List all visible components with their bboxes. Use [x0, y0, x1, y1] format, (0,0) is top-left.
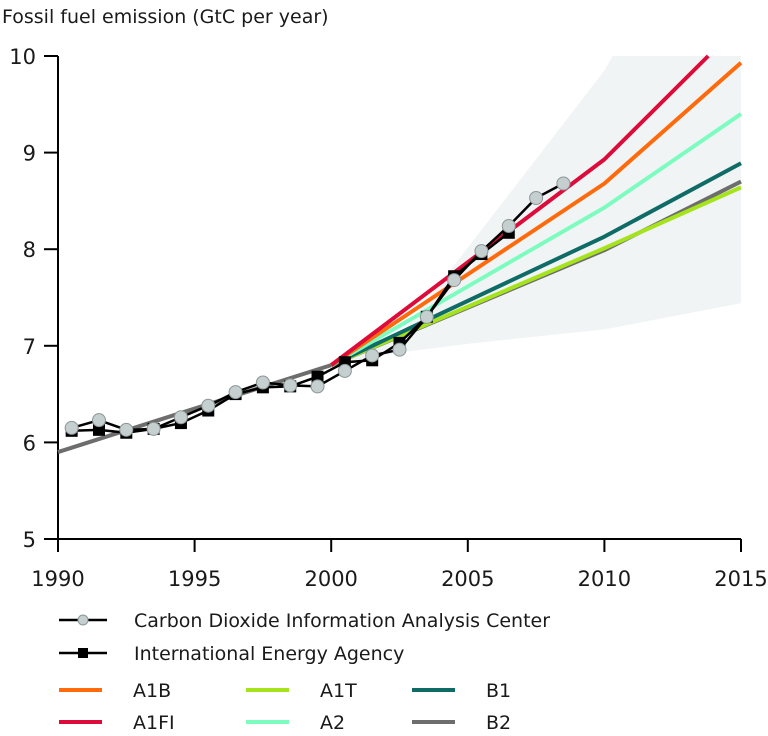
- data-point-cdiac: [556, 176, 571, 191]
- legend-label: A2: [320, 712, 345, 734]
- legend-marker-circle: [77, 614, 89, 626]
- legend-item-iea: International Energy Agency: [59, 643, 404, 665]
- data-point-cdiac: [474, 244, 489, 259]
- series-line-a1t: [330, 185, 742, 367]
- data-point-cdiac: [392, 342, 407, 357]
- legend-label: B2: [486, 712, 511, 734]
- legend-item-a1t: A1T: [246, 680, 357, 702]
- legend: Carbon Dioxide Information Analysis Cent…: [59, 610, 550, 734]
- data-point-cdiac: [255, 375, 270, 390]
- data-point-cdiac: [119, 422, 134, 437]
- series-line-a1fi: [329, 54, 710, 367]
- data-point-cdiac: [91, 413, 106, 428]
- y-tick-label: 6: [23, 431, 36, 455]
- legend-marker-square: [78, 648, 88, 658]
- x-tick-label: 1995: [168, 567, 221, 591]
- data-point-cdiac: [201, 398, 216, 413]
- series-line-a1b: [330, 61, 743, 367]
- y-tick-label: 7: [23, 335, 36, 359]
- x-tick-label: 2000: [304, 567, 357, 591]
- legend-label: A1B: [133, 680, 171, 702]
- legend-label: International Energy Agency: [134, 643, 404, 665]
- legend-label: Carbon Dioxide Information Analysis Cent…: [134, 610, 550, 632]
- legend-label: B1: [486, 680, 511, 702]
- data-point-cdiac: [337, 363, 352, 378]
- legend-item-a1fi: A1FI: [59, 712, 175, 734]
- data-point-cdiac: [447, 273, 462, 288]
- x-tick-label: 2010: [578, 567, 631, 591]
- y-tick-label: 8: [23, 238, 36, 262]
- legend-item-cdiac: Carbon Dioxide Information Analysis Cent…: [59, 610, 550, 632]
- legend-item-b1: B1: [412, 680, 511, 702]
- data-point-cdiac: [365, 348, 380, 363]
- legend-item-b2: B2: [412, 712, 511, 734]
- legend-item-a2: A2: [246, 712, 345, 734]
- x-tick-label: 2005: [441, 567, 494, 591]
- x-tick-label: 1990: [31, 567, 84, 591]
- data-point-iea: [311, 370, 324, 383]
- x-tick-label: 2015: [714, 567, 767, 591]
- legend-label: A1FI: [133, 712, 175, 734]
- legend-label: A1T: [320, 680, 357, 702]
- baseline-trend-line: [57, 363, 332, 454]
- observed-series: [64, 176, 571, 439]
- y-tick-label: 5: [23, 528, 36, 552]
- data-point-cdiac: [146, 421, 161, 436]
- data-point-cdiac: [228, 385, 243, 400]
- data-point-cdiac: [64, 420, 79, 435]
- y-tick-label: 10: [9, 45, 36, 69]
- data-point-cdiac: [173, 410, 188, 425]
- chart-title: Fossil fuel emission (GtC per year): [2, 6, 329, 28]
- data-point-cdiac: [310, 379, 325, 394]
- data-point-iea: [92, 423, 105, 436]
- legend-item-a1b: A1B: [59, 680, 171, 702]
- axes: 5 6 7 8 9 10 1990 1995 2000 2005 2010 2015: [9, 45, 767, 591]
- data-point-cdiac: [283, 378, 298, 393]
- data-point-cdiac: [501, 219, 516, 234]
- data-point-cdiac: [419, 309, 434, 324]
- y-tick-label: 9: [23, 142, 36, 166]
- data-point-cdiac: [529, 191, 544, 206]
